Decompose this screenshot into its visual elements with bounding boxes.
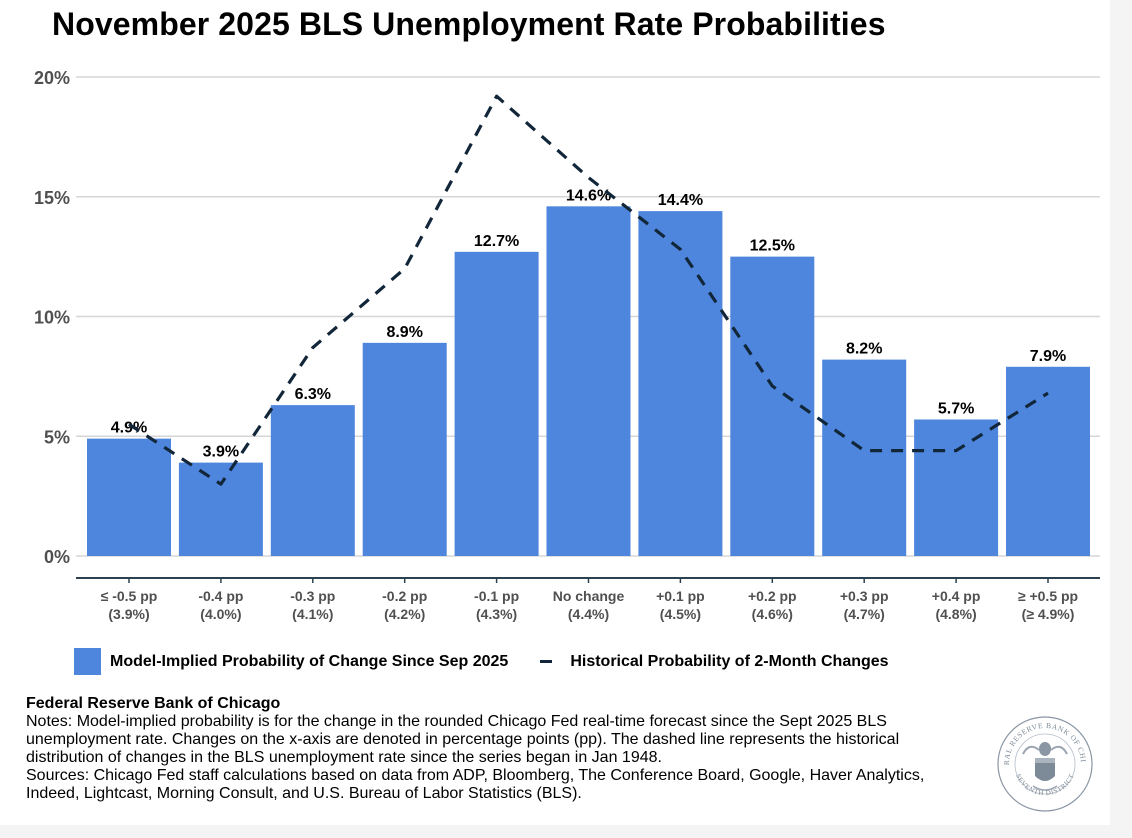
x-tick-sublabel: (4.0%) bbox=[200, 606, 241, 622]
data-labels: 4.9% 3.9% 6.3% 8.9% 12.7% 14.6% 14.4% 12.5% 8.2%… bbox=[111, 187, 1066, 460]
bar-value-label: 3.9% bbox=[203, 444, 239, 461]
x-tick-label: -0.3 pp bbox=[290, 588, 335, 604]
x-tick-sublabel: (4.4%) bbox=[568, 606, 609, 622]
y-tick-label: 0% bbox=[44, 547, 70, 567]
x-tick-sublabel: (4.7%) bbox=[844, 606, 885, 622]
x-tick-label: +0.2 pp bbox=[748, 588, 797, 604]
bar bbox=[362, 342, 447, 556]
x-tick-sublabel: (4.2%) bbox=[384, 606, 425, 622]
x-tick-sublabel: (≥ 4.9%) bbox=[1022, 606, 1075, 622]
bar bbox=[822, 359, 907, 556]
x-tick-label: ≤ -0.5 pp bbox=[101, 588, 158, 604]
bar-value-label: 5.7% bbox=[938, 400, 974, 417]
bar-value-label: 7.9% bbox=[1030, 348, 1066, 365]
historical-line bbox=[128, 94, 1049, 486]
footer-org: Federal Reserve Bank of Chicago bbox=[26, 695, 281, 712]
legend-dash-swatch bbox=[540, 660, 553, 663]
legend-bar-label: Model-Implied Probability of Change Sinc… bbox=[110, 652, 509, 670]
chart-title: November 2025 BLS Unemployment Rate Prob… bbox=[52, 6, 886, 42]
x-tick-sublabel: (4.8%) bbox=[935, 606, 976, 622]
bar bbox=[87, 438, 171, 556]
bar bbox=[454, 251, 539, 556]
bar-series bbox=[87, 206, 1090, 556]
bar-value-label: 4.9% bbox=[111, 420, 147, 437]
footer-notes-text: Notes: Model-implied probability is for … bbox=[26, 713, 900, 766]
x-tick-label: +0.3 pp bbox=[840, 588, 889, 604]
x-tick-sublabel: (3.9%) bbox=[108, 606, 149, 622]
legend-bar-swatch bbox=[74, 648, 101, 675]
x-tick-sublabel: (4.1%) bbox=[292, 606, 333, 622]
x-tick-label: -0.2 pp bbox=[382, 588, 427, 604]
legend: Model-Implied Probability of Change Sinc… bbox=[74, 648, 889, 675]
bar bbox=[270, 405, 355, 556]
x-tick-sublabel: (4.5%) bbox=[660, 606, 701, 622]
x-tick-label: +0.4 pp bbox=[932, 588, 981, 604]
bar bbox=[914, 419, 999, 556]
x-tick-sublabel: (4.6%) bbox=[752, 606, 793, 622]
legend-line-label: Historical Probability of 2-Month Change… bbox=[570, 652, 889, 670]
bar bbox=[546, 206, 631, 556]
x-tick-label: -0.4 pp bbox=[198, 588, 243, 604]
footer-notes: Federal Reserve Bank of Chicago Notes: M… bbox=[26, 695, 976, 803]
bar-value-label: 6.3% bbox=[295, 386, 331, 403]
bar-value-label: 12.5% bbox=[750, 238, 795, 255]
x-tick-label: No change bbox=[553, 588, 625, 604]
bar-value-label: 8.9% bbox=[386, 324, 422, 341]
x-tick-label: ≥ +0.5 pp bbox=[1018, 588, 1078, 604]
y-tick-label: 20% bbox=[34, 68, 70, 88]
y-tick-label: 10% bbox=[34, 308, 70, 328]
x-tick-label: -0.1 pp bbox=[474, 588, 519, 604]
bar-value-label: 12.7% bbox=[474, 233, 519, 250]
x-axis: ≤ -0.5 pp (3.9%) -0.4 pp (4.0%) -0.3 pp (4.1%… bbox=[76, 577, 1100, 622]
x-tick-sublabel: (4.3%) bbox=[476, 606, 517, 622]
bar bbox=[638, 211, 723, 556]
chicago-fed-seal-icon: FEDERAL RESERVE BANK OF CHICAGO SEVENTH … bbox=[995, 714, 1093, 812]
y-axis-ticks: 0% 5% 10% 15% 20% bbox=[34, 68, 70, 567]
bar-value-label: 14.4% bbox=[658, 192, 703, 209]
historical-line-series bbox=[128, 94, 1049, 486]
x-tick-label: +0.1 pp bbox=[656, 588, 705, 604]
bar bbox=[178, 462, 263, 556]
bar-value-label: 14.6% bbox=[566, 187, 611, 204]
y-tick-label: 5% bbox=[44, 427, 70, 447]
chart-canvas: November 2025 BLS Unemployment Rate Prob… bbox=[0, 0, 1110, 825]
footer-sources-text: Sources: Chicago Fed staff calculations … bbox=[26, 767, 925, 802]
y-tick-label: 15% bbox=[34, 188, 70, 208]
chart-plot: 0% 5% 10% 15% 20% 4.9% 3.9% 6.3% 8.9% 12.7% 14.6%… bbox=[34, 68, 1100, 622]
bar bbox=[1006, 366, 1090, 556]
bar-value-label: 8.2% bbox=[846, 341, 882, 358]
